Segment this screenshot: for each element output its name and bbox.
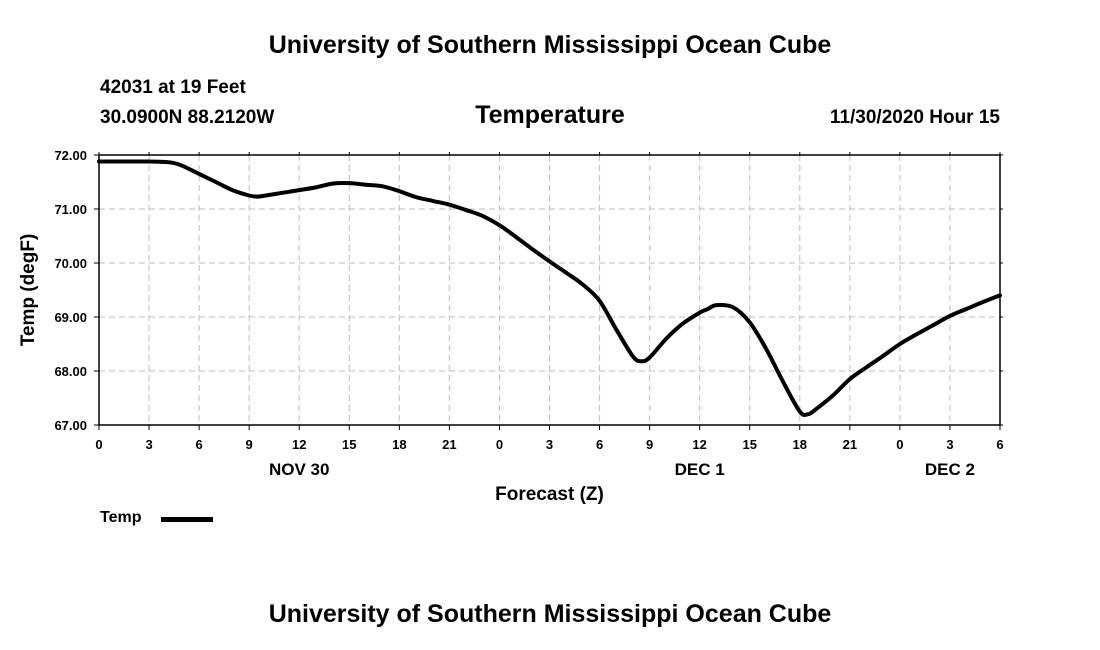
x-tick-label: 6 (596, 437, 603, 452)
x-tick-label: 0 (896, 437, 903, 452)
x-tick-label: 18 (793, 437, 807, 452)
date-label: DEC 1 (675, 460, 725, 479)
x-tick-label: 12 (292, 437, 306, 452)
x-tick-label: 0 (95, 437, 102, 452)
x-axis-title: Forecast (Z) (495, 484, 604, 505)
y-tick-label: 72.00 (54, 148, 87, 163)
legend-label: Temp (100, 509, 142, 526)
y-tick-label: 71.00 (54, 202, 87, 217)
x-tick-label: 12 (692, 437, 706, 452)
station-label: 42031 at 19 Feet (100, 77, 246, 98)
y-tick-label: 68.00 (54, 364, 87, 379)
x-tick-label: 15 (342, 437, 356, 452)
x-tick-label: 6 (195, 437, 202, 452)
x-tick-label: 6 (996, 437, 1003, 452)
x-tick-label: 21 (843, 437, 857, 452)
x-tick-label: 21 (442, 437, 456, 452)
y-axis-title: Temp (degF) (18, 234, 39, 347)
y-tick-label: 67.00 (54, 418, 87, 433)
x-tick-label: 18 (392, 437, 406, 452)
series-layer (97, 159, 1002, 418)
coordinates-label: 30.0900N 88.2120W (100, 107, 275, 128)
date-label: NOV 30 (269, 460, 329, 479)
x-tick-label: 9 (646, 437, 653, 452)
x-tick-label: 0 (496, 437, 503, 452)
forecast-datetime: 11/30/2020 Hour 15 (829, 107, 1000, 128)
series-line-temp (97, 159, 1002, 418)
axis-ticks: 0 3 6 9 12 15 18 21 0 3 6 9 12 15 18 21 0 3 6 67.00 68.00 69.… (54, 148, 1003, 479)
legend-swatch (161, 517, 213, 522)
x-tick-label: 15 (742, 437, 756, 452)
y-tick-label: 70.00 (54, 256, 87, 271)
x-tick-label: 9 (246, 437, 253, 452)
x-tick-label: 3 (546, 437, 553, 452)
gridlines (98, 154, 1001, 426)
top-title: University of Southern Mississippi Ocean… (268, 31, 832, 59)
y-tick-label: 69.00 (54, 310, 87, 325)
bottom-title: University of Southern Mississippi Ocean… (268, 600, 832, 628)
date-label: DEC 2 (925, 460, 975, 479)
x-tick-label: 3 (946, 437, 953, 452)
chart-title: Temperature (475, 101, 625, 129)
x-tick-label: 3 (145, 437, 152, 452)
